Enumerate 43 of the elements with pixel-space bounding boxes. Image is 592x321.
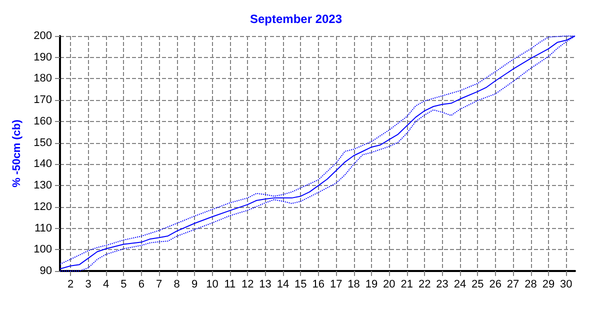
x-tick-label: 6 [138, 278, 144, 290]
x-tick-label: 16 [312, 278, 325, 290]
x-tick-label: 15 [294, 278, 307, 290]
x-tick-label: 21 [400, 278, 413, 290]
y-tick-label: 190 [34, 51, 52, 64]
x-tick-label: 18 [348, 278, 360, 290]
y-tick-label: 110 [34, 222, 52, 234]
y-tick-label: 100 [34, 244, 52, 256]
x-tick-label: 14 [276, 278, 290, 290]
x-tick-label: 22 [418, 278, 431, 290]
y-tick-label: 160 [34, 115, 52, 128]
x-tick-label: 5 [120, 278, 127, 290]
x-tick-label: 10 [206, 278, 218, 290]
y-axis-title: % -50cm (cb) [11, 119, 24, 188]
y-tick-label: 170 [34, 94, 52, 106]
x-tick-label: 7 [156, 278, 162, 290]
x-tick-label: 11 [224, 278, 236, 290]
y-tick-label: 150 [34, 136, 52, 149]
x-tick-label: 25 [472, 278, 484, 290]
x-tick-label: 3 [85, 278, 92, 290]
y-tick-label: 90 [40, 265, 52, 277]
x-tick-label: 30 [560, 278, 572, 290]
y-tick-label: 140 [34, 158, 52, 170]
x-tick-label: 23 [436, 278, 448, 290]
x-tick-label: 9 [191, 278, 198, 290]
chart-title: September 2023 [250, 12, 342, 26]
y-tick-label: 130 [34, 180, 52, 192]
y-tick-label: 120 [34, 200, 52, 213]
x-tick-label: 2 [68, 278, 74, 290]
x-tick-label: 27 [506, 278, 520, 290]
x-tick-label: 8 [174, 278, 180, 290]
y-tick-label: 200 [34, 30, 52, 42]
x-tick-label: 29 [542, 278, 555, 290]
x-tick-label: 19 [365, 278, 378, 290]
y-tick-label: 180 [34, 72, 52, 85]
x-tick-label: 20 [383, 278, 396, 290]
x-tick-label: 24 [454, 278, 466, 290]
x-tick-label: 17 [330, 278, 342, 290]
x-tick-label: 12 [241, 278, 254, 290]
x-tick-label: 13 [259, 278, 272, 290]
x-tick-label: 28 [524, 278, 537, 290]
x-tick-label: 4 [102, 278, 110, 290]
x-tick-label: 26 [489, 278, 502, 290]
